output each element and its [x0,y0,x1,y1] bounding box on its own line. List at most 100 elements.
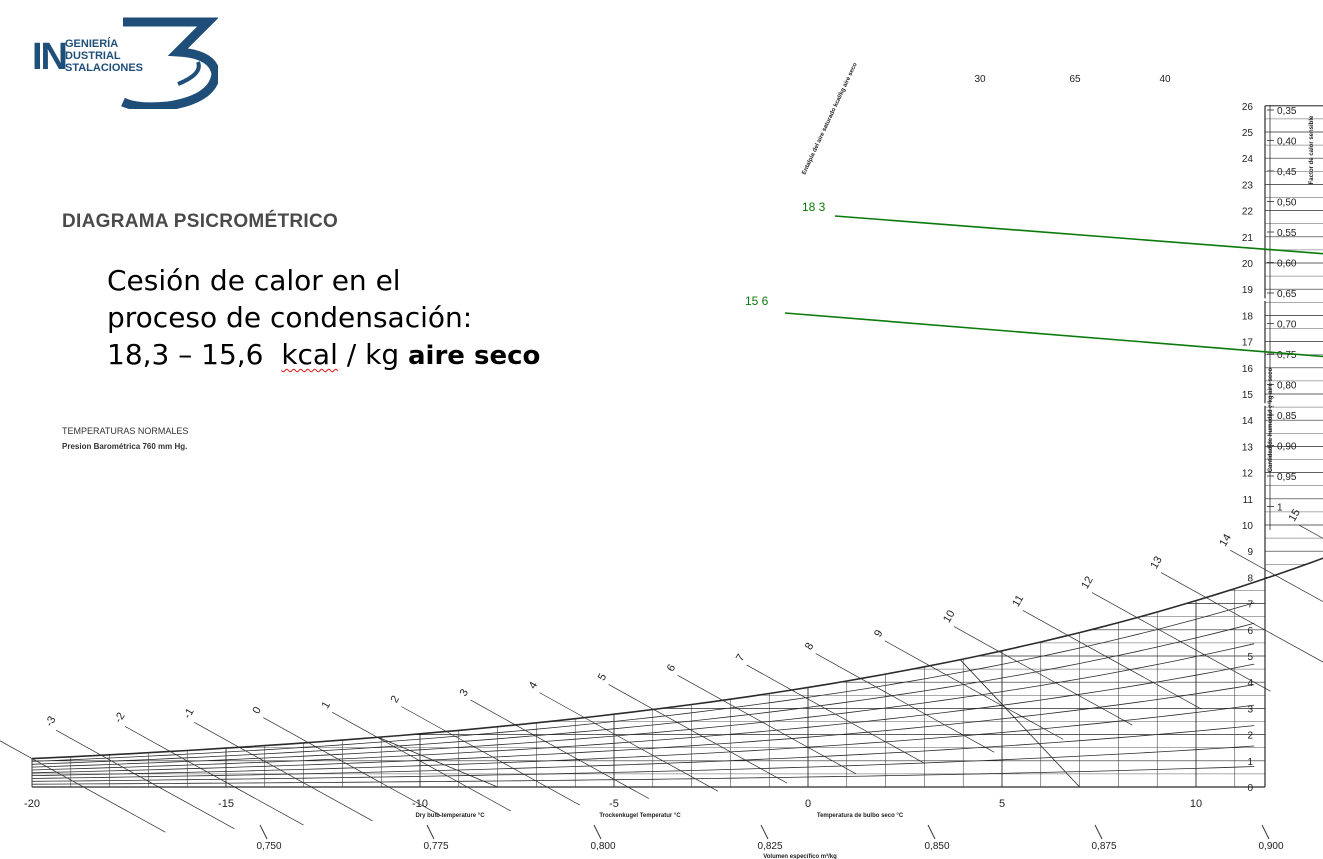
enthalpy-value-1: 18 3 [802,200,826,214]
volume-tick [259,824,268,840]
top-tick-label: 65 [1069,74,1081,85]
annotation-line-2: proceso de condensación: [107,301,473,334]
shf-tick-label: 0,80 [1277,381,1297,392]
shf-tick-label: 1 [1277,503,1283,514]
y-tick-label: 5 [1247,652,1253,663]
y-tick-label: 23 [1242,180,1254,191]
top-tick-label: 30 [974,74,986,85]
enthalpy-tick-label: 0 [250,705,263,716]
subtitle-conditions: TEMPERATURAS NORMALES [62,426,189,436]
y-tick-label: 21 [1242,233,1254,244]
shf-tick-label: 0,85 [1277,411,1297,422]
y-tick-label: 0 [1247,783,1253,794]
process-overlay [784,215,1323,406]
volume-tick-label: 0,825 [757,841,782,852]
rh-curve [31,704,1255,776]
y-tick-label: 4 [1247,678,1253,689]
volume-tick-label: 0,750 [256,841,281,852]
company-logo: IN GENIERÍA DUSTRIAL STALACIONES [28,14,218,109]
enthalpy-extension [1022,610,1069,636]
enthalpy-line [653,709,788,784]
y-tick-label: 22 [1242,207,1254,218]
volume-tick [426,824,435,840]
volume-line [959,658,1080,788]
enthalpy-line [239,746,373,822]
shf-tick-label: 0,70 [1277,320,1297,331]
enthalpy-line [929,665,1064,740]
rh-curve [31,766,1255,785]
annotation-per: / kg [346,338,400,371]
enthalpy-line [100,754,235,830]
enthalpy-tick-label: -3 [43,714,58,728]
shf-tick-label: 0,90 [1277,442,1297,453]
enthalpy-tick-label: -2 [112,711,127,725]
enthalpy-extension [1229,549,1276,576]
volume-tick-label: 0,875 [1091,841,1116,852]
enthalpy-extension [401,706,447,732]
volume-tick [593,824,602,840]
volume-tick [1261,824,1270,840]
enthalpy-extension [470,699,516,726]
annotation-line-3: 18,3 – 15,6 kcal / kg aire seco [107,336,540,375]
y-tick-label: 3 [1247,704,1253,715]
y-tick-label: 6 [1247,626,1253,637]
enthalpy-tick-label: 11 [1010,593,1026,609]
y-tick-label: 16 [1242,364,1254,375]
enthalpy-line [1067,635,1202,710]
y-tick-label: 2 [1247,731,1253,742]
enthalpy-extension [332,712,378,738]
volume-axis-label: Volumen específico m³/kg [763,853,837,859]
enthalpy-extension [124,726,171,752]
x-tick-label: 10 [1190,798,1202,810]
volume-tick-label: 0,900 [1258,841,1283,852]
y-tick-label: 13 [1242,442,1254,453]
rh-curve [31,745,1255,782]
y-tick-label: 14 [1242,416,1254,427]
volume-tick [1094,824,1103,840]
y-tick-label: 15 [1242,390,1254,401]
rh-curve [31,622,1255,765]
x-tick-label: -20 [24,798,40,810]
x-axis-label: Dry bulb temperature °C [415,813,485,819]
y-tick-label: 19 [1242,285,1254,296]
x-axis-label: Trockenkugel Temperatur °C [599,813,681,819]
enthalpy-line [515,724,650,799]
logo-initials: IN [32,36,68,78]
volume-tick [927,824,936,840]
rh-curve [31,602,1255,762]
y-tick-label: 24 [1242,154,1254,165]
annotation-bold: aire seco [408,341,541,371]
y-tick-label: 25 [1242,128,1254,139]
x-axis-label: Temperatura de bulbo seco °C [817,813,904,819]
enthalpy-line [791,689,926,764]
enthalpy-guide-2 [784,312,1323,358]
shf-tick-label: 0,75 [1277,350,1297,361]
enthalpy-extension [608,684,654,710]
enthalpy-extension [1160,572,1207,598]
rh-curve [31,725,1255,779]
x-tick-label: -10 [412,798,428,810]
y-tick-label: 17 [1242,338,1254,349]
x-tick-label: -5 [609,798,619,810]
rh-curve [31,663,1255,771]
shf-tick-label: 0,95 [1277,472,1297,483]
shf-tick-label: 0,40 [1277,137,1297,148]
enthalpy-line [998,651,1133,726]
enthalpy-tick-label: 5 [596,672,609,683]
enthalpy-tick-label: 9 [872,628,885,639]
enthalpy-line [860,678,995,753]
enthalpy-tick-label: 10 [941,608,958,625]
enthalpy-value-2: 15 6 [745,294,769,308]
shf-tick-label: 0,50 [1277,198,1297,209]
y-tick-label: 8 [1247,573,1253,584]
volume-tick-label: 0,850 [924,841,949,852]
logo-line-1: GENIERÍA [65,38,119,50]
enthalpy-tick-label: 4 [527,680,540,691]
heat-annotation: Cesión de calor en el proceso de condens… [107,262,540,375]
enthalpy-tick-label: 13 [1148,554,1165,571]
volume-tick [760,824,769,840]
enthalpy-extension [815,653,861,679]
y-tick-label: 12 [1242,469,1254,480]
enthalpy-tick-label: 1 [320,700,333,711]
